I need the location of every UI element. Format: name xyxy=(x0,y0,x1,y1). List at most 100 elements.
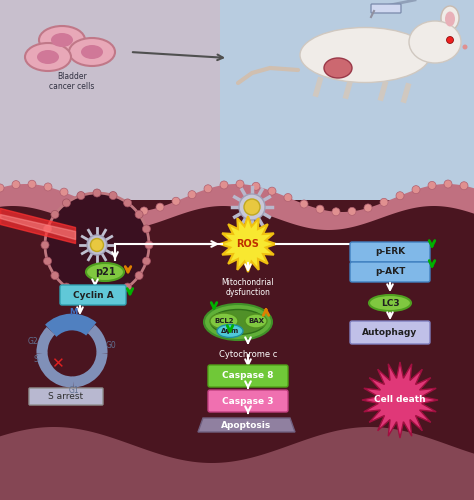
FancyBboxPatch shape xyxy=(208,365,288,387)
Circle shape xyxy=(63,199,71,207)
Text: S: S xyxy=(33,356,38,364)
Text: Caspase 3: Caspase 3 xyxy=(222,396,274,406)
Circle shape xyxy=(51,210,59,218)
Circle shape xyxy=(109,192,117,200)
Circle shape xyxy=(77,290,85,298)
Text: Δψm: Δψm xyxy=(221,328,239,334)
Ellipse shape xyxy=(210,310,265,334)
Text: Bladder
cancer cells: Bladder cancer cells xyxy=(49,72,95,92)
Circle shape xyxy=(135,210,143,218)
Text: G1: G1 xyxy=(69,386,79,395)
Text: Mitochondrial
dysfunction: Mitochondrial dysfunction xyxy=(222,278,274,297)
Circle shape xyxy=(140,207,148,215)
Circle shape xyxy=(76,194,84,202)
Text: p-AKT: p-AKT xyxy=(375,268,405,276)
Polygon shape xyxy=(198,418,295,432)
Ellipse shape xyxy=(91,238,103,252)
Circle shape xyxy=(380,198,388,206)
Text: Cytochrome c: Cytochrome c xyxy=(219,350,277,359)
Ellipse shape xyxy=(39,26,85,54)
Circle shape xyxy=(93,189,101,197)
Ellipse shape xyxy=(210,313,238,329)
Ellipse shape xyxy=(441,6,459,30)
Text: Cell death: Cell death xyxy=(374,396,426,404)
Circle shape xyxy=(28,180,36,188)
Circle shape xyxy=(412,186,420,194)
Circle shape xyxy=(124,199,132,207)
Circle shape xyxy=(300,200,308,208)
Circle shape xyxy=(124,208,132,216)
Ellipse shape xyxy=(87,235,107,255)
Text: BCL2: BCL2 xyxy=(214,318,234,324)
FancyBboxPatch shape xyxy=(350,242,430,262)
Circle shape xyxy=(12,180,20,188)
Text: ✕: ✕ xyxy=(51,356,64,372)
Circle shape xyxy=(396,192,404,200)
Circle shape xyxy=(204,185,212,193)
Text: Cyclin A: Cyclin A xyxy=(73,290,113,300)
Circle shape xyxy=(44,225,52,233)
Text: Apoptosis: Apoptosis xyxy=(221,420,271,430)
Ellipse shape xyxy=(69,38,115,66)
Circle shape xyxy=(156,203,164,211)
Text: BAX: BAX xyxy=(248,318,264,324)
Circle shape xyxy=(77,192,85,200)
FancyBboxPatch shape xyxy=(29,388,103,405)
Polygon shape xyxy=(362,362,438,438)
Polygon shape xyxy=(0,427,474,500)
Ellipse shape xyxy=(409,21,461,63)
Circle shape xyxy=(124,283,132,291)
Circle shape xyxy=(463,44,467,50)
Ellipse shape xyxy=(445,12,455,26)
Text: S arrest: S arrest xyxy=(48,392,83,401)
Circle shape xyxy=(63,283,71,291)
Ellipse shape xyxy=(86,263,124,281)
FancyBboxPatch shape xyxy=(371,4,401,13)
Text: G2: G2 xyxy=(27,338,38,346)
Circle shape xyxy=(135,272,143,280)
Circle shape xyxy=(0,184,4,192)
Ellipse shape xyxy=(81,45,103,59)
Circle shape xyxy=(252,182,260,190)
FancyBboxPatch shape xyxy=(350,321,430,344)
Polygon shape xyxy=(220,216,276,272)
Circle shape xyxy=(364,204,372,212)
Circle shape xyxy=(444,180,452,188)
Circle shape xyxy=(109,290,117,298)
Ellipse shape xyxy=(244,199,260,215)
Circle shape xyxy=(428,182,436,190)
Circle shape xyxy=(41,241,49,249)
Polygon shape xyxy=(0,0,474,210)
Circle shape xyxy=(332,208,340,216)
Ellipse shape xyxy=(217,324,243,338)
FancyBboxPatch shape xyxy=(208,390,288,412)
Circle shape xyxy=(143,257,150,265)
Text: M: M xyxy=(69,308,77,317)
Ellipse shape xyxy=(37,50,59,64)
Ellipse shape xyxy=(51,33,73,47)
Circle shape xyxy=(44,257,52,265)
Ellipse shape xyxy=(324,58,352,78)
Text: G0: G0 xyxy=(106,342,117,350)
Circle shape xyxy=(108,206,116,214)
Text: p21: p21 xyxy=(95,267,115,277)
Text: Autophagy: Autophagy xyxy=(363,328,418,337)
Circle shape xyxy=(316,205,324,213)
Circle shape xyxy=(220,181,228,189)
Circle shape xyxy=(236,180,244,188)
Circle shape xyxy=(284,194,292,202)
Ellipse shape xyxy=(25,43,71,71)
Circle shape xyxy=(92,201,100,209)
Ellipse shape xyxy=(245,314,267,328)
Circle shape xyxy=(93,293,101,301)
Circle shape xyxy=(143,225,150,233)
FancyBboxPatch shape xyxy=(60,285,126,305)
Circle shape xyxy=(44,183,52,191)
Circle shape xyxy=(45,193,149,297)
Polygon shape xyxy=(0,184,474,230)
Text: ROS: ROS xyxy=(237,239,259,249)
Text: Caspase 8: Caspase 8 xyxy=(222,372,274,380)
Circle shape xyxy=(460,182,468,190)
Circle shape xyxy=(188,190,196,198)
Polygon shape xyxy=(0,200,474,500)
